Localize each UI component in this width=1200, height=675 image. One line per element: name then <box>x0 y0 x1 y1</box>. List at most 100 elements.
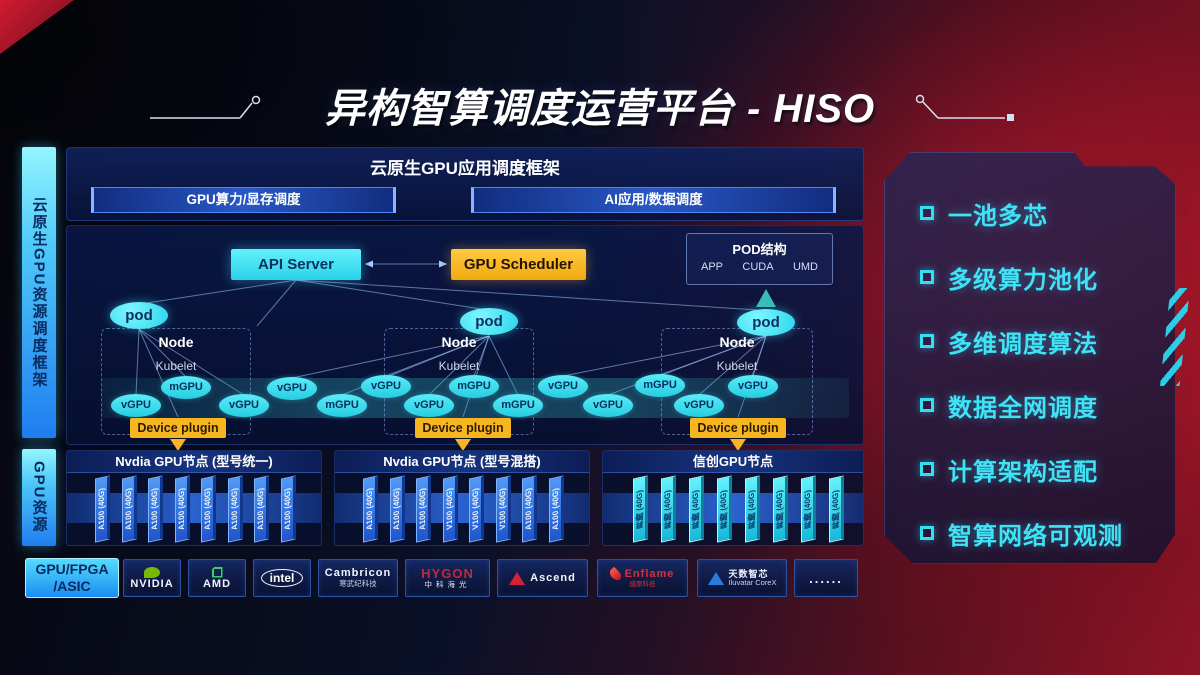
enflame-flame-icon <box>607 566 623 583</box>
gpu-ellipse: vGPU <box>538 375 588 398</box>
gpu-card: A100 (40G) <box>121 475 137 543</box>
gpu-node-group-header: 信创GPU节点 <box>603 451 863 473</box>
vendor-subname: 寒武纪科技 <box>339 579 377 589</box>
gpu-card: A100 (40G) <box>227 475 243 543</box>
pod-item-cuda: CUDA <box>742 261 774 273</box>
vendor-box-amd: AMD <box>188 559 246 597</box>
rail-label: GPU资源 <box>30 461 48 534</box>
device-plugin-box-3: Device plugin <box>690 418 786 438</box>
gpu-ellipse: mGPU <box>635 374 685 397</box>
gpu-card: A100 (40G) <box>95 475 110 543</box>
node-label: Node <box>719 334 755 350</box>
pod-ellipse-3: pod <box>737 309 795 336</box>
pod-ellipse-2: pod <box>460 308 518 335</box>
gpu-card-label: 昇腾 (40G) <box>663 488 672 530</box>
gpu-card: A100 (40G) <box>363 475 378 543</box>
gpu-ellipse: vGPU <box>267 377 317 400</box>
feature-label: 智算网络可观测 <box>948 522 1123 550</box>
pod-structure-items: APP CUDA UMD <box>687 258 832 273</box>
gpu-card-label: A100 (40G) <box>150 487 159 532</box>
gpu-node-group-uniform: Nvdia GPU节点 (型号统一) A100 (40G) A100 (40G) A… <box>66 450 322 546</box>
device-plugin-arrow-icon <box>170 439 186 451</box>
gpu-card: A100 (40G) <box>389 475 405 543</box>
gpu-card-label: 昇腾 (40G) <box>747 488 756 530</box>
vendor-name: ...... <box>809 570 843 586</box>
vendor-name: Cambricon <box>324 567 392 580</box>
device-plugin-box-2: Device plugin <box>415 418 511 438</box>
vendor-box-ascend: Ascend <box>497 559 588 597</box>
square-bullet-icon <box>920 526 934 540</box>
gpu-card: 昇腾 (40G) <box>773 475 788 543</box>
node-label: Node <box>441 334 477 350</box>
node-box-1: Node Kubelet <box>101 328 251 435</box>
vendor-box-hygon: HYGON 中科海光 <box>405 559 490 597</box>
gpu-ellipse: vGPU <box>361 375 411 398</box>
vendor-box-iluvatar: 天数智芯 Iluvatar CoreX <box>697 559 787 597</box>
pod-structure-title: POD结构 <box>732 242 787 257</box>
gpu-ellipse: vGPU <box>111 394 161 417</box>
gpu-card-label: A100 (40G) <box>365 487 374 532</box>
gpu-ellipse: vGPU <box>728 375 778 398</box>
kubelet-label: Kubelet <box>716 359 758 373</box>
vendor-name: Enflame <box>624 567 675 580</box>
hardware-types-line2: /ASIC <box>53 578 91 594</box>
gpu-node-group-header: Nvdia GPU节点 (型号统一) <box>67 451 321 473</box>
rail-cloud-native-gpu-framework: 云原生GPU资源调度框架 <box>22 147 56 438</box>
vendor-subname: 中科海光 <box>424 580 471 590</box>
gpu-card: 昇腾 (40G) <box>661 475 676 543</box>
feature-label: 数据全网调度 <box>948 394 1098 422</box>
gpu-card-label: 昇腾 (40G) <box>635 488 644 530</box>
pod-structure-box: POD结构 APP CUDA UMD <box>686 233 833 285</box>
kubelet-label: Kubelet <box>438 359 480 373</box>
iluvatar-logo-icon <box>707 571 724 585</box>
square-bullet-icon <box>920 206 934 220</box>
gpu-card: 昇腾 (40G) <box>633 475 648 543</box>
app-framework-heading: 云原生GPU应用调度框架 <box>370 159 560 178</box>
gpu-card: V100 (40G) <box>469 475 484 543</box>
vendor-subname: 燧原科技 <box>629 580 656 588</box>
gpu-card: A100 (40G) <box>201 475 216 543</box>
device-plugin-box-1: Device plugin <box>130 418 226 438</box>
feature-label: 多级算力池化 <box>948 266 1098 294</box>
ascend-logo-icon <box>509 571 526 585</box>
gpu-card-area: 昇腾 (40G) 昇腾 (40G) 昇腾 (40G) 昇腾 (40G) 昇腾 (40G)… <box>603 473 863 545</box>
feature-row: 计算架构适配 <box>920 454 1098 486</box>
vendor-box-nvidia: NVIDIA <box>123 559 181 597</box>
amd-logo-icon <box>211 566 223 578</box>
gpu-card-label: A100 (40G) <box>391 487 401 532</box>
gpu-card-label: V100 (40G) <box>471 487 480 531</box>
vendor-box-enflame: Enflame 燧原科技 <box>597 559 688 597</box>
gpu-card-label: 昇腾 (40G) <box>831 488 840 530</box>
gpu-card: A100 (40G) <box>416 475 431 543</box>
hardware-types-label: GPU/FPGA /ASIC <box>25 558 119 598</box>
gpu-card-label: A100 (40G) <box>524 487 533 532</box>
gpu-ellipse: mGPU <box>317 394 367 417</box>
gpu-card-label: A100 (40G) <box>256 487 265 532</box>
gpu-card-label: A100 (40G) <box>176 487 186 532</box>
page-title: 异构智算调度运营平台 - HISO <box>324 87 876 131</box>
vendor-name: AMD <box>202 577 232 590</box>
feature-row: 数据全网调度 <box>920 390 1098 422</box>
feature-row: 多级算力池化 <box>920 262 1098 294</box>
bar-gpu-compute-scheduling: GPU算力/显存调度 <box>91 187 396 213</box>
gpu-card: V100 (40G) <box>495 475 511 543</box>
kubelet-label: Kubelet <box>155 359 197 373</box>
node-label: Node <box>158 334 194 350</box>
feature-row: 多维调度算法 <box>920 326 1098 358</box>
scheduler-panel: Node Kubelet Node Kubelet Node Kubelet A… <box>66 225 864 451</box>
gpu-card-area: A100 (40G) A100 (40G) A100 (40G) V100 (40G)… <box>335 473 589 545</box>
gpu-card-label: A100 (40G) <box>550 487 560 532</box>
gpu-card: A100 (40G) <box>254 475 269 543</box>
vendor-box-intel: intel <box>253 559 311 597</box>
gpu-card-label: A100 (40G) <box>418 487 427 532</box>
gpu-card: 昇腾 (40G) <box>745 475 760 543</box>
gpu-card: 昇腾 (40G) <box>829 475 844 543</box>
vendor-name: HYGON <box>421 566 474 582</box>
pod-ellipse-1: pod <box>110 302 168 329</box>
gpu-card-label: 昇腾 (40G) <box>775 488 784 530</box>
gpu-card-label: 昇腾 (40G) <box>691 488 700 530</box>
gpu-card-label: 昇腾 (40G) <box>803 488 812 530</box>
vendor-name: 天数智芯 <box>728 568 769 579</box>
gpu-card: A100 (40G) <box>280 475 296 543</box>
